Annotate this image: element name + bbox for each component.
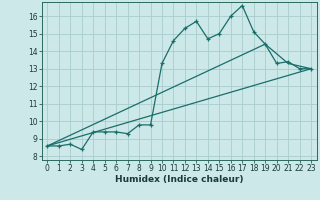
X-axis label: Humidex (Indice chaleur): Humidex (Indice chaleur) <box>115 175 244 184</box>
